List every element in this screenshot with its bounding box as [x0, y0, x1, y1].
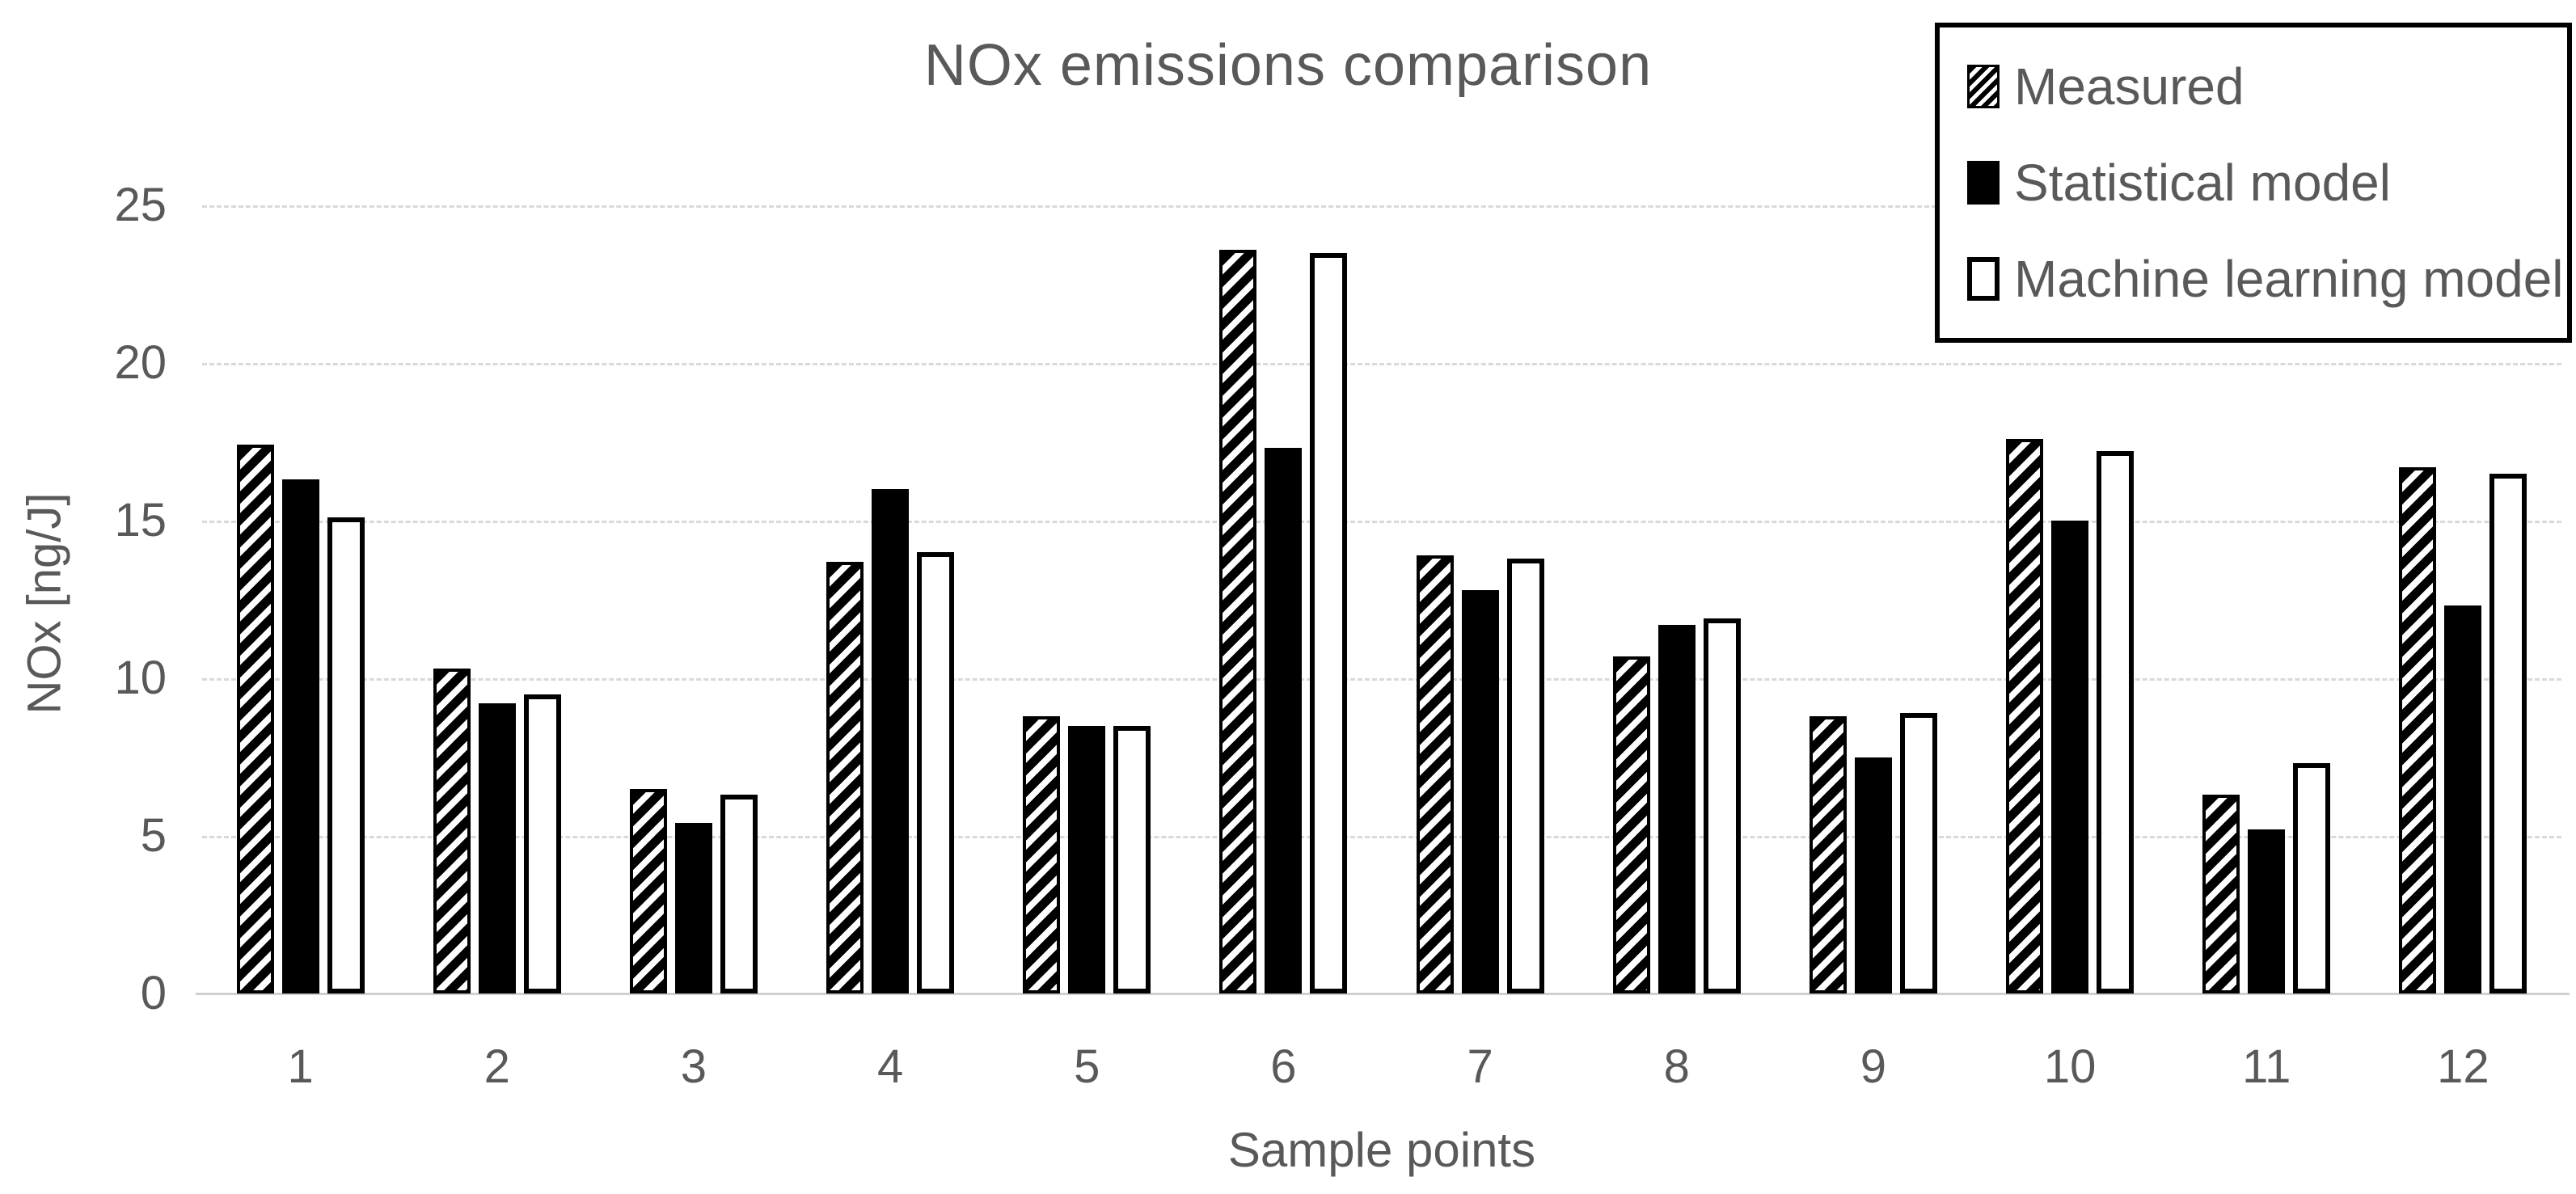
bar-machine-learning-model-2 [523, 694, 561, 994]
gridline-y-25 [202, 205, 2561, 208]
gridline-y-5 [202, 836, 2561, 838]
bar-measured-5 [1023, 715, 1061, 994]
bar-measured-11 [2202, 795, 2240, 994]
bar-statistical-model-12 [2444, 605, 2482, 994]
legend-swatch-icon [1967, 160, 2000, 205]
bar-measured-6 [1219, 249, 1257, 994]
legend-label: Machine learning model [2014, 249, 2564, 308]
legend-label: Statistical model [2014, 153, 2391, 212]
x-tick-label-12: 12 [2437, 1040, 2489, 1093]
bar-machine-learning-model-10 [2097, 451, 2135, 994]
bar-measured-3 [629, 788, 667, 994]
x-tick-label-4: 4 [876, 1040, 904, 1093]
y-tick-label-10: 10 [114, 652, 167, 704]
bar-machine-learning-model-7 [1506, 558, 1544, 994]
bar-statistical-model-6 [1265, 448, 1303, 994]
bar-measured-8 [1612, 656, 1650, 994]
bar-statistical-model-5 [1068, 725, 1106, 994]
gridline-y-10 [202, 678, 2561, 681]
bar-statistical-model-2 [478, 703, 516, 994]
x-tick-label-6: 6 [1270, 1040, 1297, 1093]
legend: Measured Statistical model Machine learnin… [1935, 23, 2572, 343]
chart-title: NOx emissions comparison [923, 33, 1653, 98]
gridline-y-20 [202, 363, 2561, 365]
bar-measured-10 [2006, 438, 2044, 994]
bar-machine-learning-model-8 [1703, 618, 1741, 994]
bar-machine-learning-model-12 [2489, 473, 2527, 994]
bar-statistical-model-7 [1461, 589, 1499, 994]
x-axis-line [196, 993, 2570, 995]
bar-measured-7 [1416, 555, 1454, 994]
x-tick-label-11: 11 [2242, 1040, 2291, 1093]
bar-measured-1 [236, 445, 274, 994]
x-tick-label-9: 9 [1860, 1040, 1887, 1093]
bar-machine-learning-model-4 [917, 552, 955, 994]
bar-statistical-model-1 [281, 479, 319, 994]
gridline-y-15 [202, 521, 2561, 523]
legend-item-measured: Measured [1967, 57, 2567, 116]
legend-label: Measured [2014, 57, 2244, 116]
bar-machine-learning-model-5 [1113, 725, 1151, 994]
x-tick-label-10: 10 [2043, 1040, 2097, 1093]
x-tick-label-3: 3 [680, 1040, 707, 1093]
bar-machine-learning-model-1 [327, 517, 365, 994]
bar-machine-learning-model-6 [1310, 252, 1348, 994]
x-tick-label-5: 5 [1074, 1040, 1100, 1093]
y-tick-label-15: 15 [114, 494, 167, 546]
bar-statistical-model-3 [674, 823, 712, 994]
bar-measured-9 [1809, 715, 1847, 994]
bar-statistical-model-4 [872, 489, 910, 994]
y-tick-label-0: 0 [140, 967, 167, 1019]
plot-area [196, 205, 2570, 995]
x-axis-title: Sample points [1227, 1123, 1536, 1177]
x-tick-label-1: 1 [287, 1040, 314, 1093]
bar-statistical-model-9 [1854, 757, 1892, 994]
bar-measured-2 [433, 669, 471, 994]
x-tick-label-7: 7 [1467, 1040, 1493, 1093]
bar-measured-4 [826, 561, 864, 994]
legend-swatch-icon [1967, 65, 2000, 109]
x-tick-label-2: 2 [484, 1040, 510, 1093]
x-tick-label-8: 8 [1663, 1040, 1690, 1093]
y-tick-label-5: 5 [140, 809, 167, 862]
legend-item-machine-learning-model: Machine learning model [1967, 249, 2567, 309]
bar-machine-learning-model-9 [1899, 712, 1937, 994]
y-tick-label-20: 20 [114, 336, 167, 389]
bar-machine-learning-model-3 [720, 795, 758, 994]
y-tick-label-25: 25 [114, 179, 167, 231]
bar-statistical-model-10 [2051, 521, 2089, 994]
bar-measured-12 [2399, 466, 2437, 994]
bar-statistical-model-8 [1658, 624, 1696, 994]
bar-statistical-model-11 [2248, 829, 2286, 994]
legend-item-statistical-model: Statistical model [1967, 153, 2567, 213]
legend-swatch-icon [1967, 256, 2000, 301]
bar-machine-learning-model-11 [2293, 763, 2331, 994]
